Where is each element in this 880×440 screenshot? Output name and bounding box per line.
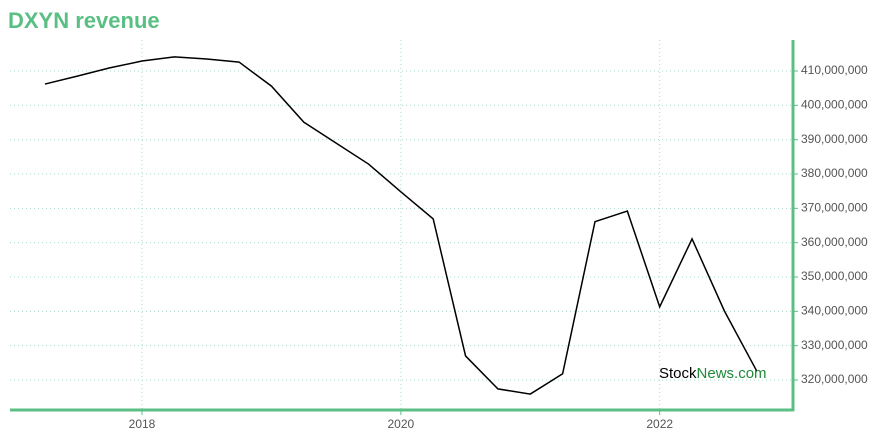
line — [44, 56, 758, 395]
x-tick-label: 2018 — [129, 417, 156, 431]
x-tick-label: 2022 — [646, 417, 673, 431]
y-tick-label: 400,000,000 — [801, 98, 868, 112]
y-tick-label: 320,000,000 — [801, 372, 868, 386]
y-tick-label: 330,000,000 — [801, 338, 868, 352]
y-tick-label: 340,000,000 — [801, 304, 868, 318]
watermark-part: News.com — [697, 365, 767, 382]
y-tick-label: 380,000,000 — [801, 166, 868, 180]
chart-title: DXYN revenue — [8, 8, 160, 33]
x-tick-label: 2020 — [388, 417, 415, 431]
y-tick-label: 370,000,000 — [801, 201, 868, 215]
y-tick-label: 360,000,000 — [801, 235, 868, 249]
y-tick-label: 390,000,000 — [801, 132, 868, 146]
watermark-part: Stock — [659, 365, 697, 382]
y-tick-label: 350,000,000 — [801, 269, 868, 283]
watermark: StockNews.com — [659, 365, 767, 382]
y-tick-label: 410,000,000 — [801, 63, 868, 77]
